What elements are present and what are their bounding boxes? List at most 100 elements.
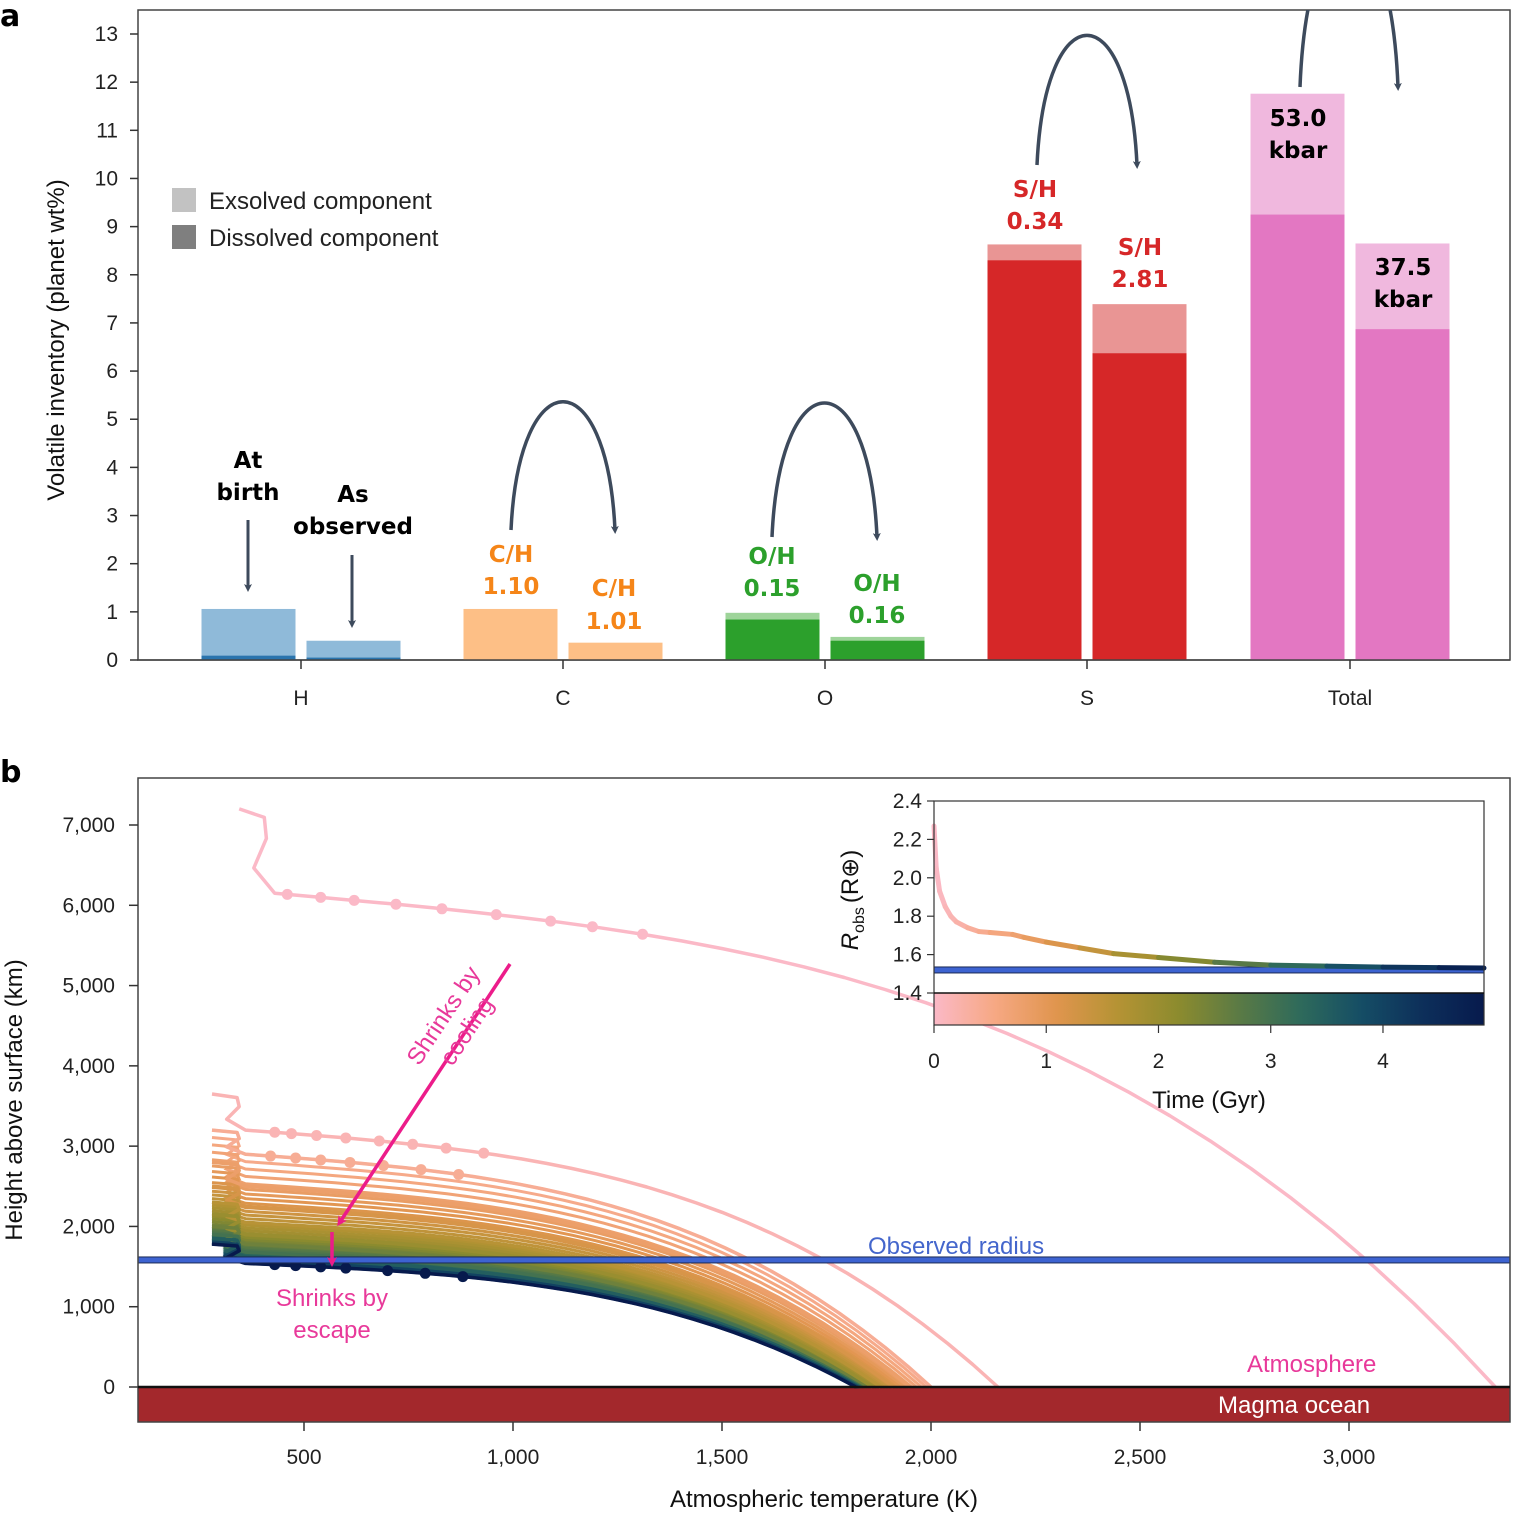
inset-y-tick-label: 2.4 xyxy=(893,790,923,813)
inset-x-axis-label: Time (Gyr) xyxy=(1152,1087,1266,1114)
panel-b-y-axis: 0 1,000 2,000 3,000 4,000 5,000 6,000 7,000 xyxy=(62,814,138,1399)
inset-frame xyxy=(933,800,1485,1026)
ratio-label-birth-c: C/H xyxy=(489,542,534,568)
profile-marker xyxy=(490,909,502,921)
inset-curve-segment xyxy=(1380,964,1442,971)
profile-marker xyxy=(586,921,598,933)
profile-marker xyxy=(285,1128,297,1140)
ratio-label-observed-total: 37.5 xyxy=(1375,255,1432,281)
profile-marker xyxy=(453,1168,465,1180)
y-tick-label: 6,000 xyxy=(62,894,115,917)
profile-line-interp xyxy=(211,1193,888,1389)
profile-marker xyxy=(373,1135,385,1147)
bar-exsolved-c-birth xyxy=(463,608,558,660)
bar-exsolved-h-birth xyxy=(201,608,296,660)
profile-marker xyxy=(340,1262,352,1274)
x-tick-label: 1,000 xyxy=(487,1446,540,1469)
y-tick-label: 0 xyxy=(106,649,118,672)
inset-x-tick-label: 2 xyxy=(1153,1050,1165,1073)
profile-marker xyxy=(382,1265,394,1277)
bar-dissolved-s-birth xyxy=(987,260,1082,660)
x-tick-label: 2,000 xyxy=(905,1446,958,1469)
y-tick-label: 1 xyxy=(106,601,118,624)
as-observed-label-line2: observed xyxy=(293,514,413,540)
profile-line-interp xyxy=(211,1197,885,1389)
inset-y-axis-label: Robs (R⊕) xyxy=(837,850,868,951)
y-tick-label: 12 xyxy=(95,71,118,94)
x-tick-label-total: Total xyxy=(1328,687,1372,710)
transition-arrow-icon-s xyxy=(1035,33,1141,169)
ratio-label-birth-s: S/H xyxy=(1013,177,1057,203)
y-tick-label: 4 xyxy=(106,456,118,479)
y-tick-label: 5 xyxy=(106,408,118,431)
y-tick-label: 3 xyxy=(106,505,118,528)
inset-curve-segment xyxy=(1021,934,1049,945)
ratio-label-observed-o: O/H xyxy=(853,571,900,597)
profile-line-t0.4 xyxy=(211,1128,933,1389)
legend-swatch-dissolved xyxy=(172,225,196,249)
profile-marker xyxy=(390,898,402,910)
profile-line-interp xyxy=(211,1150,918,1389)
y-tick-label: 0 xyxy=(103,1376,115,1399)
profile-line-interp xyxy=(211,1136,928,1389)
ratio-label-observed-c: C/H xyxy=(592,576,637,602)
at-birth-label-line1: At xyxy=(234,448,263,474)
bar-dissolved-total-observed xyxy=(1355,329,1450,660)
at-birth-label-line2: birth xyxy=(216,480,279,506)
inset-x-tick-label: 3 xyxy=(1265,1050,1277,1073)
inset-curve-segment xyxy=(1155,954,1218,965)
profile-marker xyxy=(315,1261,327,1273)
profile-marker xyxy=(436,903,448,915)
inset-curve-segment xyxy=(1077,945,1117,957)
bar-exsolved-h-observed xyxy=(306,640,401,660)
y-tick-label: 3,000 xyxy=(62,1135,115,1158)
profile-line-interp xyxy=(211,1203,880,1389)
profile-marker xyxy=(348,894,360,906)
inset-ylabel-main: R xyxy=(837,933,864,950)
profile-line-interp xyxy=(211,1143,923,1389)
stage-annotations: At birth As observed xyxy=(216,448,413,628)
profile-marker xyxy=(281,888,293,900)
bar-dissolved-h-observed xyxy=(306,657,401,660)
inset-curve-segment xyxy=(987,930,1016,937)
as-observed-label-line1: As xyxy=(337,482,369,508)
profile-marker xyxy=(478,1147,490,1159)
x-tick-label: 3,000 xyxy=(1323,1446,1376,1469)
inset-curve-segment xyxy=(933,865,943,894)
profile-line-t1.6 xyxy=(211,1200,882,1389)
atmosphere-label: Atmosphere xyxy=(1247,1351,1376,1378)
inset-ylabel-unit: (R⊕) xyxy=(837,850,864,903)
panel-b-frame xyxy=(137,777,1511,1423)
profile-marker xyxy=(419,1267,431,1279)
x-tick-label: 2,500 xyxy=(1114,1446,1167,1469)
profile-marker xyxy=(440,1142,452,1154)
bar-dissolved-o-observed xyxy=(830,640,925,660)
profile-marker xyxy=(265,1150,277,1162)
inset-y-tick-label: 1.6 xyxy=(893,944,922,967)
panel-b-line-chart: 0 1,000 2,000 3,000 4,000 5,000 6,000 7,000 500… xyxy=(1,777,1511,1513)
bar-dissolved-s-observed xyxy=(1092,353,1187,660)
inset-curve-segment xyxy=(1111,951,1161,960)
inset-curve-segment xyxy=(1043,939,1083,951)
panel-label-b: b xyxy=(0,755,21,790)
ratio-value-observed-s: 2.81 xyxy=(1112,267,1169,293)
profile-line-interp xyxy=(211,1175,901,1389)
legend-swatch-exsolved xyxy=(172,188,196,212)
y-tick-label: 5,000 xyxy=(62,975,115,998)
y-tick-label: 6 xyxy=(106,360,118,383)
y-tick-label: 1,000 xyxy=(62,1296,115,1319)
inset-y-tick-label: 2.0 xyxy=(893,867,922,890)
y-tick-label: 2,000 xyxy=(62,1215,115,1238)
panel-a-legend: Exsolved component Dissolved component xyxy=(172,188,439,252)
ratio-annotations: C/H 1.10 C/H 1.01 O/H 0.15 O/H 0.16 S/H 0.34 S/H 2.… xyxy=(483,10,1433,635)
legend-label-exsolved: Exsolved component xyxy=(209,188,432,215)
time-colorbar xyxy=(933,992,1485,1026)
inset-radius-vs-time: 1.4 1.6 1.8 2.0 2.2 2.4 0 1 2 3 4 Time (Gyr) Robs… xyxy=(837,790,1487,1114)
x-tick-label-h: H xyxy=(293,687,308,710)
transition-arrow-icon-o xyxy=(770,401,881,541)
y-tick-label: 9 xyxy=(106,216,118,239)
transition-arrow-icon-c xyxy=(509,400,619,534)
inset-curve-segment xyxy=(1268,962,1330,969)
